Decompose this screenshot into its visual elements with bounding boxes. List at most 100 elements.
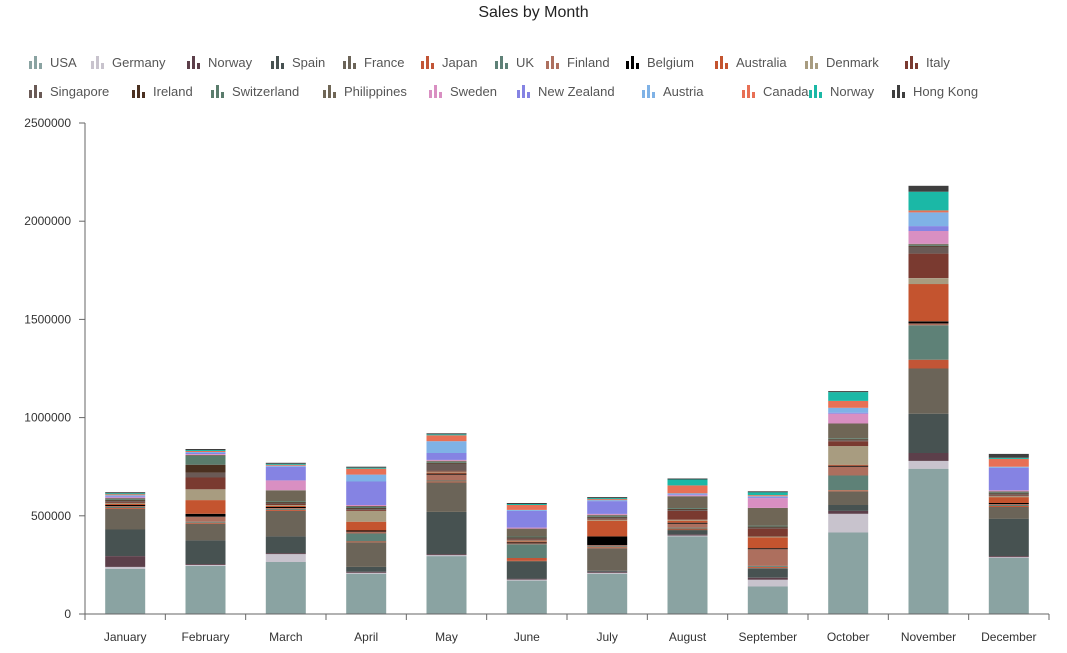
bar-segment-october-12: [828, 440, 869, 442]
bar-segment-january-15: [105, 498, 146, 500]
bar-segment-october-15: [828, 423, 869, 439]
legend-item[interactable]: Japan: [420, 52, 477, 72]
bar-segment-february-13: [185, 464, 226, 473]
bar-segment-february-9: [185, 500, 226, 514]
bar-segment-october-6: [828, 475, 869, 491]
bar-segment-october-16: [828, 413, 869, 424]
bar-segment-may-16: [426, 459, 467, 461]
bar-segment-august-12: [667, 509, 708, 511]
legend-item[interactable]: USA: [28, 52, 77, 72]
legend-item[interactable]: Canada: [741, 81, 809, 101]
bar-segment-july-13: [587, 516, 628, 518]
legend-item[interactable]: Norway: [808, 81, 874, 101]
bar-segment-january-12: [105, 501, 146, 503]
legend-item[interactable]: Singapore: [28, 81, 109, 101]
bar-segment-october-21: [828, 391, 869, 393]
bar-segment-october-5: [828, 490, 869, 492]
y-tick-label: 1000000: [24, 411, 71, 425]
bar-segment-january-4: [105, 508, 146, 530]
bar-segment-october-7: [828, 466, 869, 476]
bar-segment-june-0: [506, 580, 547, 614]
bar-segment-august-10: [667, 519, 708, 521]
legend-item[interactable]: Germany: [90, 52, 165, 72]
bar-segment-october-4: [828, 491, 869, 505]
bar-segment-january-6: [105, 507, 146, 508]
bar-segment-april-15: [346, 506, 387, 507]
y-tick-label: 0: [64, 607, 71, 621]
bar-segment-july-20: [587, 498, 628, 500]
legend-item[interactable]: Philippines: [322, 81, 407, 101]
bar-segment-june-8: [506, 542, 547, 544]
legend-item[interactable]: Norway: [186, 52, 252, 72]
legend-label: Belgium: [647, 54, 694, 70]
chart-title: Sales by Month: [478, 4, 589, 21]
bar-segment-december-5: [988, 506, 1029, 507]
legend-label: Austria: [663, 83, 704, 99]
legend-item[interactable]: Italy: [904, 52, 950, 72]
legend-item[interactable]: UK: [494, 52, 534, 72]
legend-item[interactable]: Spain: [270, 52, 325, 72]
bar-segment-december-4: [988, 507, 1029, 519]
bar-segment-march-13: [265, 502, 306, 504]
bar-segment-january-1: [105, 566, 146, 569]
bar-segment-may-19: [426, 435, 467, 442]
bar-segment-january-8: [105, 505, 146, 506]
bar-segment-july-11: [587, 518, 628, 520]
legend-item[interactable]: Austria: [641, 81, 703, 101]
legend-item[interactable]: France: [342, 52, 404, 72]
bar-segment-july-10: [587, 519, 628, 521]
bar-segment-february-6: [185, 521, 226, 523]
x-tick-label: August: [669, 630, 707, 644]
bar-segment-september-1: [747, 579, 788, 587]
legend-swatch-icon: [131, 84, 147, 98]
bar-segment-april-14: [346, 507, 387, 508]
legend-item[interactable]: Hong Kong: [891, 81, 978, 101]
bar-segment-february-10: [185, 489, 226, 501]
x-tick-label: January: [104, 630, 147, 644]
bar-segment-february-14: [185, 455, 226, 465]
x-tick-label: November: [901, 630, 956, 644]
legend-item[interactable]: Australia: [714, 52, 787, 72]
legend-label: Hong Kong: [913, 83, 979, 99]
bar-segment-november-12: [908, 246, 949, 254]
legend-swatch-icon: [516, 84, 532, 98]
legend-swatch-icon: [625, 55, 641, 69]
bar-segment-april-4: [346, 542, 387, 567]
bar-segment-july-17: [587, 501, 628, 514]
legend-item[interactable]: Denmark: [804, 52, 879, 72]
legend-item[interactable]: Switzerland: [210, 81, 299, 101]
bar-segment-september-13: [747, 526, 788, 528]
legend-label: UK: [516, 54, 535, 70]
bar-segment-december-0: [988, 558, 1029, 614]
bar-segment-january-21: [105, 492, 146, 494]
legend-item[interactable]: New Zealand: [516, 81, 615, 101]
bar-segment-july-15: [587, 514, 628, 516]
legend-item[interactable]: Sweden: [428, 81, 497, 101]
legend-label: France: [364, 54, 405, 70]
legend-item[interactable]: Finland: [545, 52, 610, 72]
bar-segment-december-18: [988, 466, 1029, 468]
bar-segment-august-5: [667, 528, 708, 530]
x-tick-label: February: [181, 630, 229, 644]
bar-segment-march-17: [265, 466, 306, 481]
bar-segment-february-0: [185, 565, 226, 614]
bar-segment-april-3: [346, 566, 387, 572]
legend-label: Japan: [442, 54, 478, 70]
legend-item[interactable]: Ireland: [131, 81, 193, 101]
bar-segment-october-2: [828, 510, 869, 514]
bar-segment-june-20: [506, 504, 547, 505]
legend-item[interactable]: Belgium: [625, 52, 694, 72]
bar-segment-august-9: [667, 520, 708, 523]
bar-segment-november-4: [908, 368, 949, 414]
bar-segment-november-8: [908, 321, 949, 324]
legend-label: Canada: [763, 83, 809, 99]
bar-segment-august-18: [667, 493, 708, 495]
bar-segment-october-19: [828, 400, 869, 408]
bar-segment-september-3: [747, 568, 788, 578]
legend-swatch-icon: [891, 84, 907, 98]
bar-segment-march-7: [265, 507, 306, 509]
legend-label: New Zealand: [538, 83, 615, 99]
bar-segment-august-2: [667, 534, 708, 536]
bar-segment-july-18: [587, 500, 628, 502]
bar-segment-july-12: [587, 517, 628, 519]
